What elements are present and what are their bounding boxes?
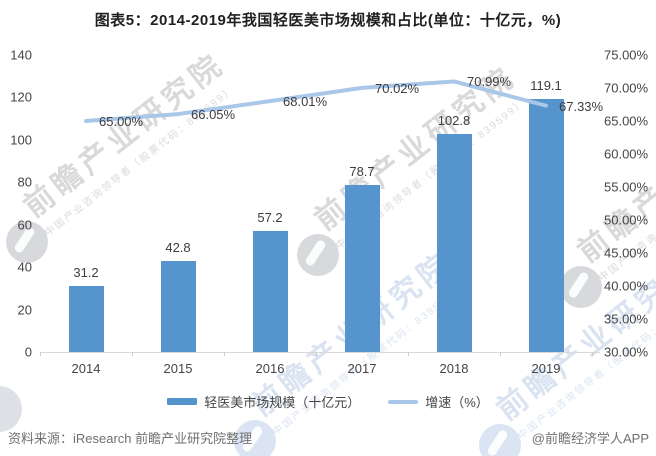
chart-title: 图表5：2014-2019年我国轻医美市场规模和占比(单位：十亿元，%) bbox=[94, 12, 562, 29]
x-axis-category-label: 2019 bbox=[531, 361, 561, 376]
y-axis-left-tick-label: 20 bbox=[17, 302, 32, 318]
line-value-label: 70.99% bbox=[467, 74, 512, 90]
line-value-label: 68.01% bbox=[283, 94, 328, 110]
x-axis-tick bbox=[132, 352, 133, 356]
line-value-label: 65.00% bbox=[99, 114, 144, 129]
bar bbox=[68, 285, 104, 352]
bar bbox=[528, 99, 564, 352]
y-axis-right-tick-label: 35.00% bbox=[604, 311, 649, 327]
x-axis-category-label: 2015 bbox=[163, 361, 193, 376]
x-axis-category-label: 2017 bbox=[347, 361, 377, 376]
bar-value-label: 31.2 bbox=[73, 264, 99, 280]
footer: 资料来源：iResearch 前瞻产业研究院整理 @前瞻经济学人APP bbox=[0, 428, 656, 448]
legend-item-market-size: 轻医美市场规模（十亿元） bbox=[167, 392, 360, 411]
y-axis-right-tick-label: 75.00% bbox=[604, 47, 649, 63]
legend-item-growth-rate: 增速（%） bbox=[388, 392, 489, 411]
bar-value-label: 42.8 bbox=[165, 240, 191, 256]
bar bbox=[252, 230, 288, 352]
y-axis-right-tick-label: 70.00% bbox=[604, 80, 649, 96]
x-axis-tick bbox=[40, 352, 41, 356]
bar bbox=[344, 185, 380, 352]
x-axis-tick bbox=[592, 352, 593, 356]
y-axis-left-tick-label: 80 bbox=[17, 174, 32, 190]
y-axis-right-tick-label: 45.00% bbox=[604, 245, 649, 261]
x-axis-tick bbox=[408, 352, 409, 356]
y-axis-left-tick-label: 120 bbox=[10, 89, 32, 105]
y-axis-right-tick-label: 65.00% bbox=[604, 113, 649, 129]
x-axis-category-label: 2018 bbox=[439, 361, 469, 376]
legend-label: 增速（%） bbox=[425, 395, 489, 410]
y-axis-right-tick-label: 30.00% bbox=[604, 344, 649, 360]
data-source-text: 资料来源：iResearch 前瞻产业研究院整理 bbox=[8, 431, 253, 446]
y-axis-right-tick-label: 50.00% bbox=[604, 212, 649, 228]
x-axis-line bbox=[40, 352, 600, 353]
bar-value-label: 57.2 bbox=[257, 209, 283, 225]
y-axis-left-tick-label: 140 bbox=[10, 47, 32, 63]
y-axis-left-tick-label: 40 bbox=[17, 259, 32, 275]
y-axis-left-tick-label: 100 bbox=[10, 132, 32, 148]
y-axis-left-tick-label: 0 bbox=[24, 344, 32, 360]
x-axis-tick bbox=[316, 352, 317, 356]
bar-series-swatch bbox=[167, 398, 198, 405]
legend: 轻医美市场规模（十亿元） 增速（%） bbox=[0, 392, 656, 411]
bar-value-label: 119.1 bbox=[530, 78, 562, 94]
line-value-label: 70.02% bbox=[375, 80, 420, 96]
y-axis-left-tick-label: 60 bbox=[17, 217, 32, 233]
line-series-swatch bbox=[388, 399, 419, 404]
bar bbox=[436, 133, 472, 352]
line-value-label: 66.05% bbox=[191, 107, 236, 123]
legend-label: 轻医美市场规模（十亿元） bbox=[204, 395, 361, 410]
x-axis-category-label: 2016 bbox=[255, 361, 285, 376]
y-axis-right-tick-label: 40.00% bbox=[604, 278, 649, 294]
bar-value-label: 102.8 bbox=[437, 112, 471, 128]
x-axis-tick bbox=[500, 352, 501, 356]
credit-text: @前瞻经济学人APP bbox=[531, 431, 649, 446]
line-value-label: 67.33% bbox=[559, 98, 604, 114]
x-axis-tick bbox=[224, 352, 225, 356]
x-axis-category-label: 2014 bbox=[71, 361, 101, 376]
bar bbox=[160, 261, 196, 352]
y-axis-right-tick-label: 55.00% bbox=[604, 179, 649, 195]
bar-value-label: 78.7 bbox=[349, 164, 375, 180]
y-axis-right-tick-label: 60.00% bbox=[604, 146, 649, 162]
